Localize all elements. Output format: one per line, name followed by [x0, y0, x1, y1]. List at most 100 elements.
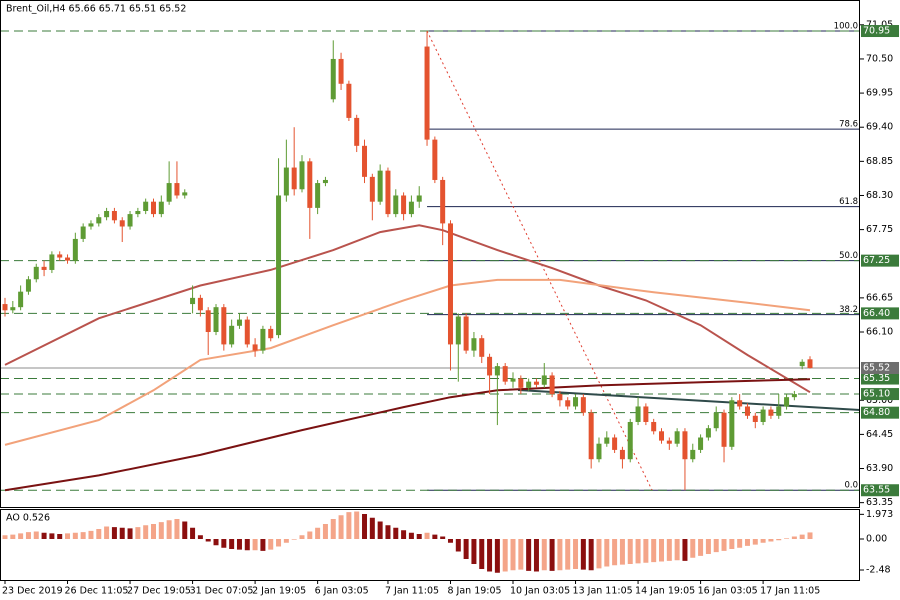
candle-body — [588, 412, 594, 460]
ao-bar — [182, 521, 188, 539]
candle-body — [612, 437, 618, 450]
ao-bar — [229, 539, 235, 549]
candle-body — [721, 412, 727, 447]
candle-body — [330, 58, 336, 100]
candle-body — [166, 183, 172, 202]
level-box — [861, 25, 899, 38]
level-label: 66.40 — [863, 308, 890, 319]
candle-body — [432, 139, 438, 180]
fib-label: 0.0 — [844, 481, 858, 491]
ao-bar — [526, 539, 532, 571]
candle-body — [377, 170, 383, 202]
candle-body — [385, 170, 391, 215]
candle-body — [174, 183, 180, 196]
ao-bar — [330, 519, 336, 539]
y-tick-label: 68.85 — [866, 156, 893, 167]
candle-body — [565, 400, 571, 407]
ao-bar — [744, 539, 750, 546]
candle-body — [768, 409, 774, 416]
y-tick-label: 69.95 — [866, 88, 893, 99]
candle-body — [96, 217, 102, 224]
level-box — [861, 307, 899, 320]
candle-body — [549, 375, 555, 395]
candle-body — [150, 201, 156, 215]
y-tick-label: 66.10 — [866, 327, 893, 338]
fib-trendline — [426, 30, 653, 491]
candle-body — [729, 400, 735, 447]
candle-body — [362, 145, 368, 177]
candle-body — [88, 223, 94, 227]
candle-body — [784, 397, 790, 407]
ao-bar — [760, 539, 766, 543]
candle-body — [541, 375, 547, 385]
ao-bar — [354, 511, 360, 539]
candle-body — [65, 257, 71, 261]
candle-body — [72, 238, 78, 261]
level-label: 65.35 — [863, 373, 890, 384]
candle-body — [213, 307, 219, 333]
x-tick-label: 27 Dec 19:05 — [127, 586, 191, 597]
candle-body — [338, 58, 344, 84]
candle-body — [502, 366, 508, 382]
candle-body — [283, 167, 289, 196]
candle-body — [651, 421, 657, 432]
x-tick-label: 16 Jan 03:05 — [698, 586, 758, 597]
y-tick-label: 63.35 — [866, 497, 893, 508]
candle-body — [104, 210, 110, 218]
ao-bar — [213, 539, 219, 546]
ao-bar — [510, 539, 516, 571]
ao-bar — [721, 539, 727, 551]
candle-body — [322, 179, 328, 184]
level-label: 67.25 — [863, 255, 890, 266]
candle-body — [49, 254, 55, 270]
candle-body — [666, 440, 672, 444]
candle-body — [713, 412, 719, 429]
y-tick-label: 67.75 — [866, 224, 893, 235]
level-label: 65.10 — [863, 389, 890, 400]
ao-bar — [674, 539, 680, 561]
ao-bar — [377, 521, 383, 539]
x-tick-label: 26 Dec 11:05 — [65, 586, 129, 597]
ao-bar — [604, 539, 610, 567]
ao-bar — [596, 539, 602, 569]
ao-bar — [784, 538, 790, 539]
ao-bar — [635, 539, 641, 564]
indicator-panel-border — [0, 509, 860, 581]
candle-body — [260, 328, 266, 351]
ao-bar — [57, 534, 63, 539]
ao-bar — [135, 527, 141, 539]
ao-bar — [768, 539, 774, 542]
candle-body — [354, 117, 360, 146]
candle-body — [682, 431, 688, 460]
x-tick-label: 7 Jan 11:05 — [385, 586, 439, 597]
ao-bar — [565, 539, 571, 570]
ao-bar — [690, 539, 696, 558]
ao-bar — [791, 536, 797, 539]
support-trendline — [517, 389, 861, 411]
ao-bar — [541, 539, 547, 571]
candle-body — [659, 431, 665, 441]
ao-bar — [807, 532, 813, 539]
candle-body — [690, 449, 696, 460]
fib-label: 38.2 — [839, 305, 858, 315]
ao-bar — [518, 539, 524, 570]
candle-body — [80, 226, 86, 239]
candle-body — [440, 179, 446, 224]
candle-body — [33, 266, 39, 280]
candle-body — [447, 223, 453, 345]
ao-bar — [158, 522, 164, 539]
ao-bar — [322, 524, 328, 539]
candle-body — [221, 307, 227, 345]
ao-bar — [573, 539, 579, 569]
ao-bar — [612, 539, 618, 566]
ao-y-tick-label: 0.00 — [866, 534, 887, 545]
candle-body — [236, 319, 242, 326]
ao-bar — [150, 524, 156, 539]
ao-bar — [799, 534, 805, 539]
ao-bar — [10, 534, 16, 539]
candle-body — [18, 291, 24, 308]
level-label: 64.80 — [863, 407, 890, 418]
ao-bar — [104, 526, 110, 539]
candle-body — [596, 443, 602, 460]
